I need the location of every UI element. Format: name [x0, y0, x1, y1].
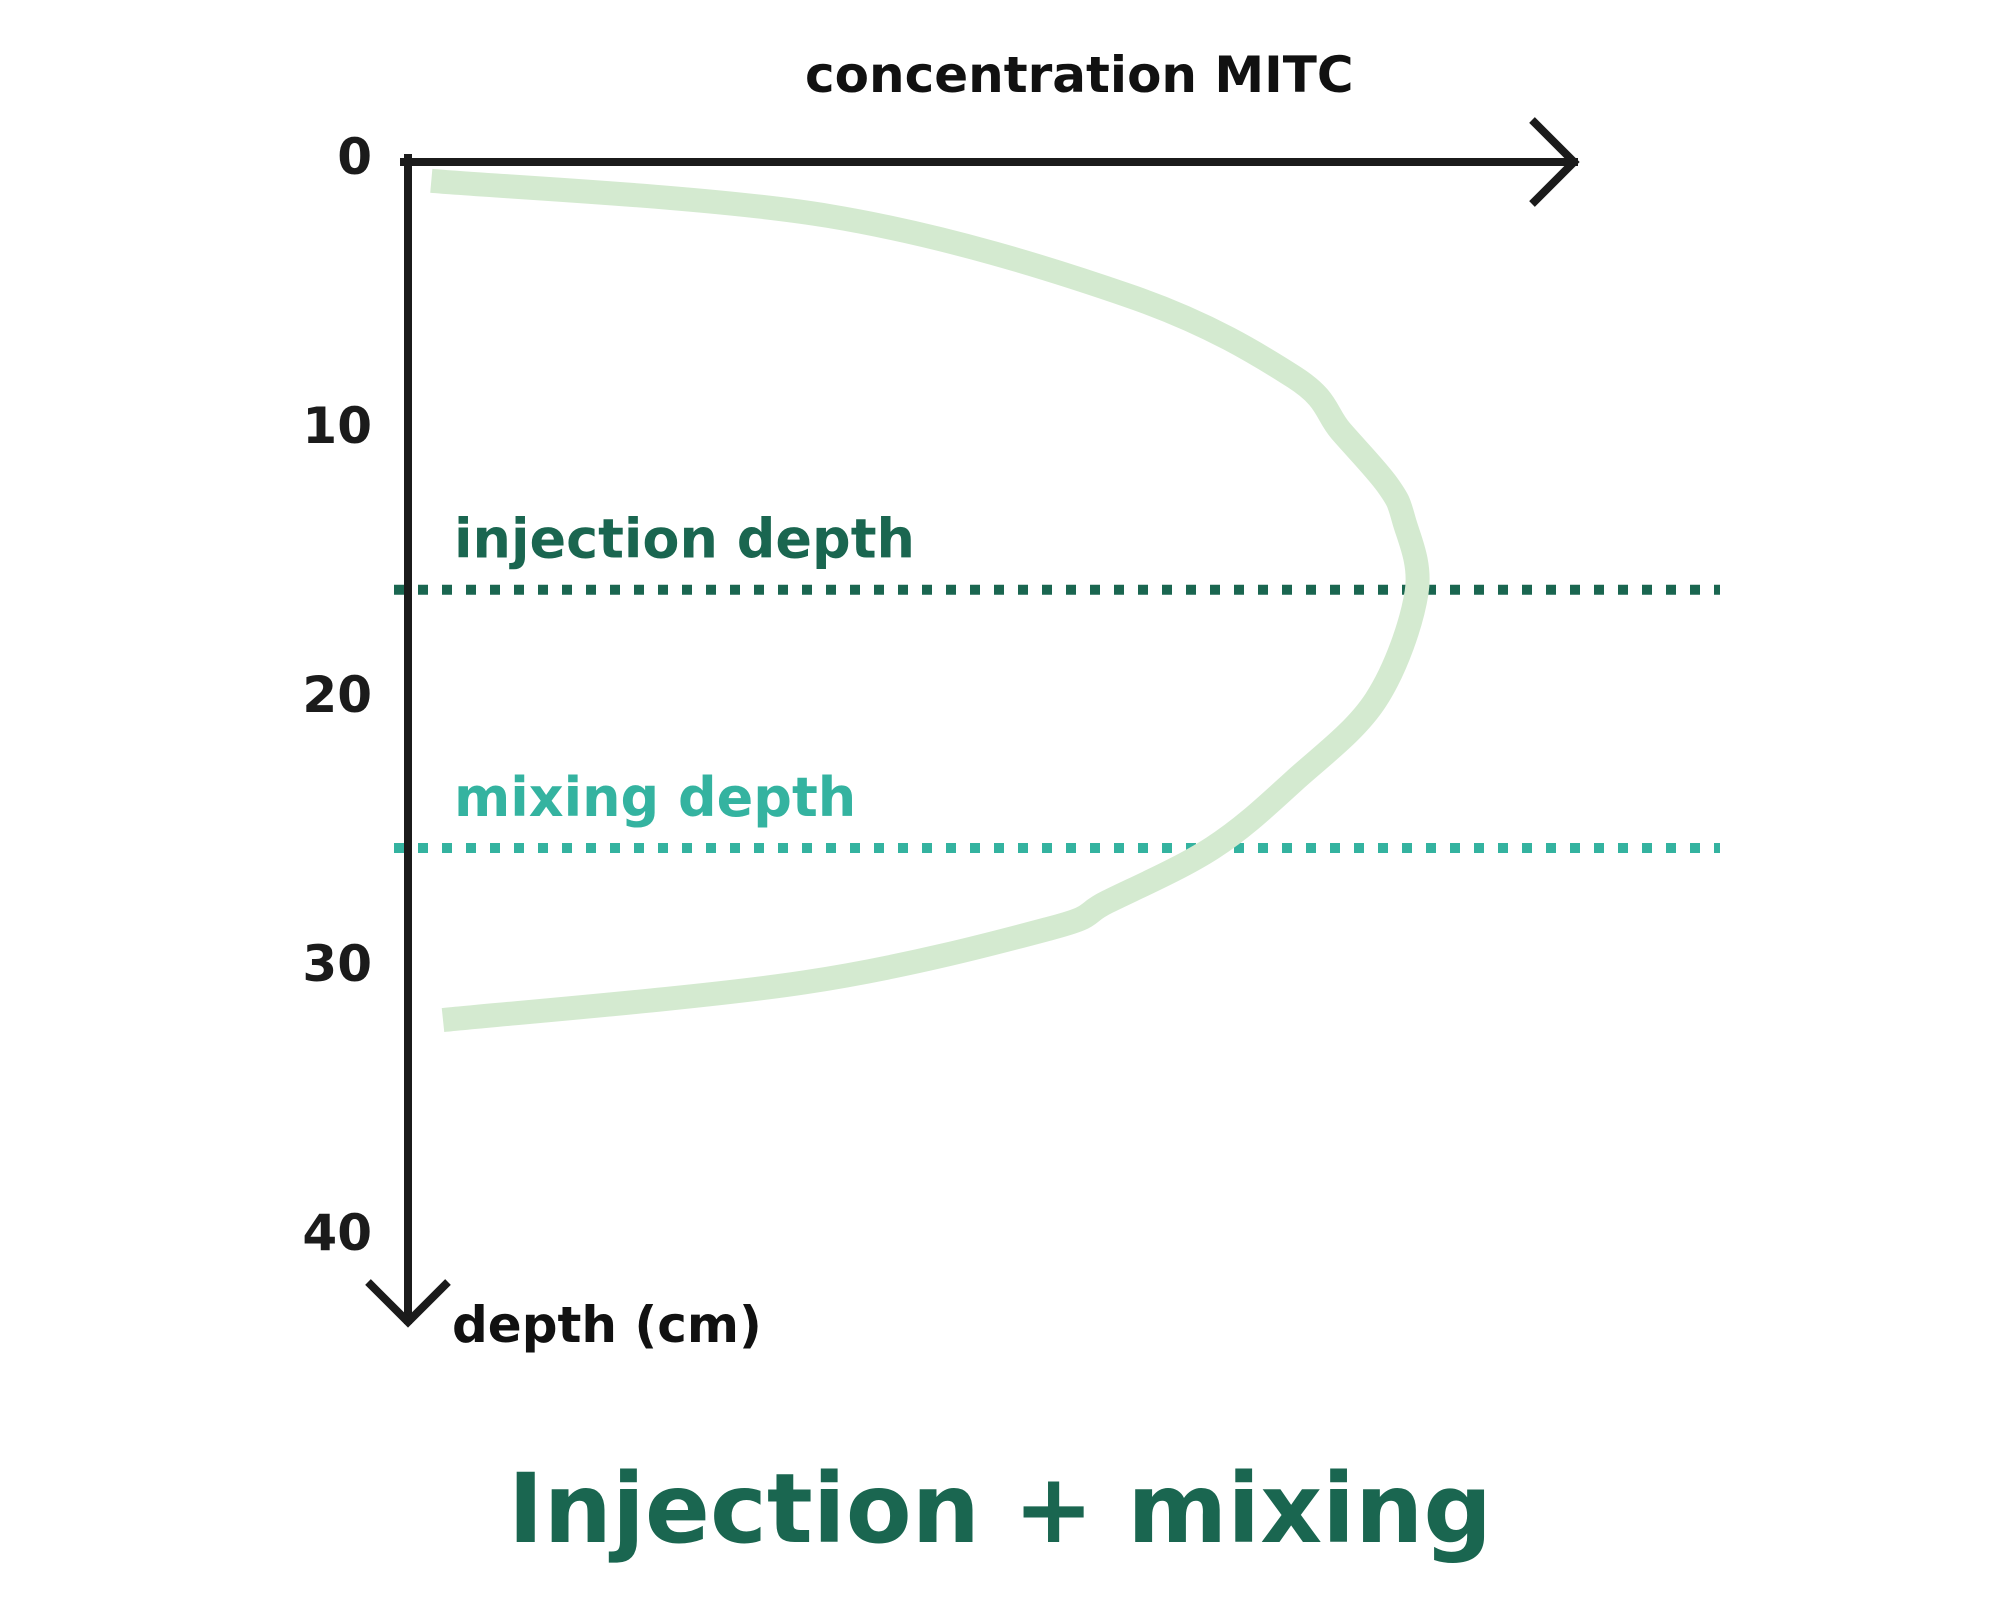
- reference-line-label: mixing depth: [454, 766, 856, 829]
- y-tick-label: 20: [302, 666, 372, 724]
- reference-lines: injection depth mixing depth: [394, 508, 1720, 853]
- x-axis-arrowhead: [1529, 117, 1580, 207]
- y-axis-arrowhead: [365, 1279, 451, 1328]
- concentration-curve: [430, 168, 1430, 1033]
- curve-layer: [430, 168, 1430, 1033]
- y-tick-label: 10: [302, 397, 372, 455]
- y-tick-label: 40: [302, 1204, 372, 1262]
- chart-title: Injection + mixing: [508, 1453, 1492, 1565]
- y-tick-label: 0: [337, 128, 372, 186]
- x-axis-label: concentration MITC: [805, 46, 1354, 104]
- axes: [365, 117, 1580, 1328]
- reference-line-label: injection depth: [454, 508, 915, 571]
- y-axis-label: depth (cm): [452, 1296, 762, 1354]
- y-tick-labels: 0 10 20 30 40: [302, 128, 372, 1262]
- y-tick-label: 30: [302, 935, 372, 993]
